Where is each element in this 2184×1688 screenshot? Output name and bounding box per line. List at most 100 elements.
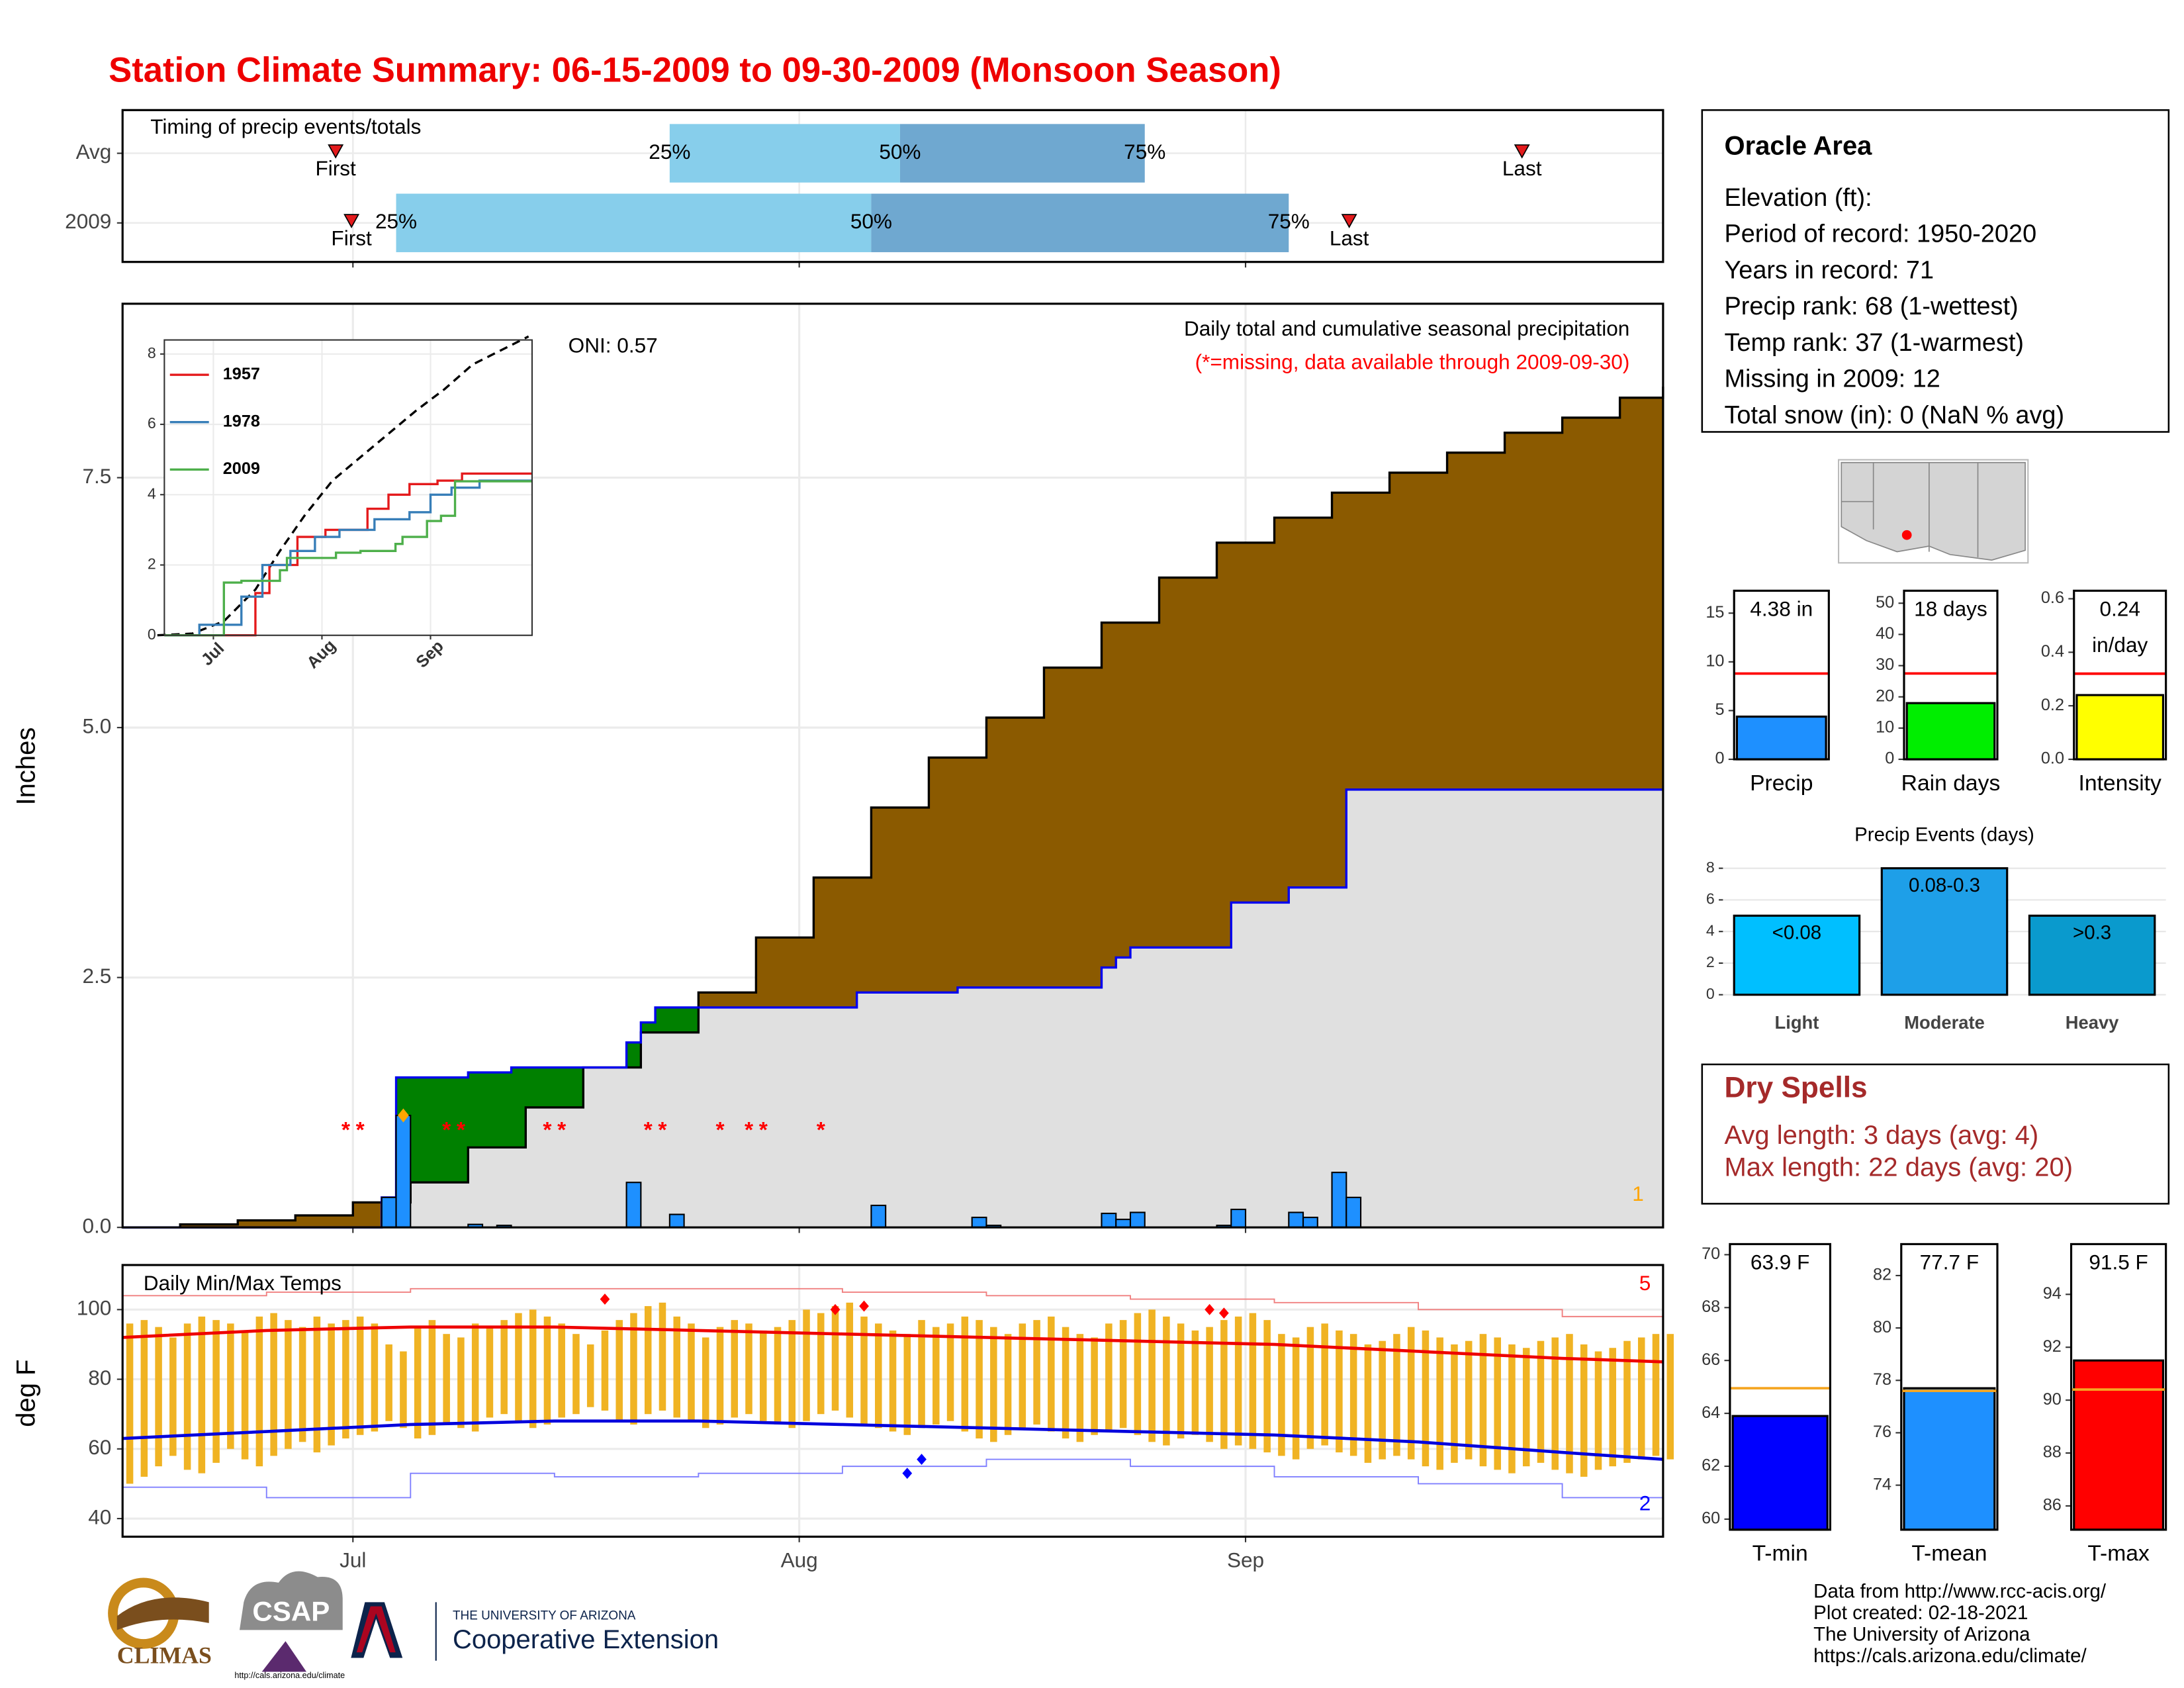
y-tick-label: 90 (2043, 1390, 2062, 1409)
temp-range-bar (1004, 1334, 1012, 1435)
info-line: Period of record: 1950-2020 (1724, 220, 2036, 248)
temp-range-bar (371, 1323, 379, 1432)
y-tick-label: 8 (1706, 859, 1715, 876)
y-tick-label: 88 (2043, 1443, 2062, 1462)
temp-range-bar (889, 1330, 897, 1432)
temp-range-bar (1191, 1330, 1199, 1435)
y-tick-label: 94 (2043, 1284, 2062, 1303)
temp-range-bar (328, 1323, 335, 1446)
row-label: Avg (76, 140, 112, 164)
temp-range-bar (140, 1320, 148, 1477)
footer-line: https://cals.arizona.edu/climate/ (1813, 1645, 2087, 1667)
y-tick-label: 62 (1702, 1456, 1720, 1475)
y-tick-label: 4 (1706, 921, 1715, 939)
temp-range-bar (1163, 1316, 1170, 1446)
x-label: T-mean (1911, 1542, 1987, 1566)
x-label: Intensity (2079, 771, 2162, 796)
temp-range-bar (586, 1344, 594, 1407)
temp-range-bar (529, 1309, 537, 1429)
panel-border (121, 303, 1664, 1229)
temp-range-bar (1537, 1340, 1545, 1463)
csap-url: http://cals.arizona.edu/climate (234, 1671, 345, 1680)
temp-range-bar (1379, 1340, 1386, 1460)
bar-label: >0.3 (2073, 921, 2111, 943)
dry-spells-line: Avg length: 3 days (avg: 4) (1724, 1121, 2038, 1150)
value-label: 91.5 F (2089, 1250, 2148, 1275)
mini-border (1729, 1243, 1832, 1531)
record-marker (600, 1293, 610, 1305)
temp-range-bar (774, 1327, 782, 1425)
event-label: First (331, 226, 372, 250)
x-tick-label: Sep (1227, 1548, 1264, 1572)
y-tick-label: 2 (148, 555, 156, 573)
temp-range-bar (817, 1313, 825, 1415)
daily-bar (1288, 1211, 1304, 1229)
record-low-line (122, 1458, 1664, 1505)
logos (108, 1571, 437, 1672)
temp-range-bar (428, 1320, 436, 1435)
temp-range-bar (414, 1327, 422, 1439)
value-label-box: 77.7 F (1919, 1250, 1979, 1275)
bar-label: <0.08 (1772, 921, 1822, 943)
info-line: Elevation (ft): (1724, 184, 1872, 212)
missing-marker: * (442, 1118, 451, 1143)
quantile-label: 75% (1268, 209, 1310, 233)
y-tick-label: 0 (1706, 985, 1715, 1002)
temp-range-bar (255, 1316, 263, 1467)
missing-marker: * (356, 1118, 365, 1143)
inset (160, 340, 532, 640)
y-tick-label: 60 (88, 1435, 111, 1459)
temp-range-bar (1119, 1320, 1127, 1429)
climas-logo-text: CLIMAS (117, 1642, 212, 1669)
missing-marker: * (817, 1118, 826, 1143)
x-label: T-max (2087, 1542, 2150, 1566)
value-label: 63.9 F (1750, 1250, 1810, 1275)
temp-range-bar (990, 1327, 997, 1442)
inset-line (164, 480, 532, 637)
y-tick-label: 80 (88, 1366, 111, 1389)
temp-range-bar (212, 1320, 220, 1463)
climas-swoosh (116, 1597, 209, 1630)
mini-border (2070, 1243, 2167, 1531)
y-tick-label: 0.0 (2041, 749, 2064, 768)
record-marker (830, 1303, 841, 1315)
temp-range-bar (1479, 1334, 1487, 1467)
map-region (1841, 461, 2026, 561)
inset-line (164, 479, 532, 637)
y-tick-label: 6 (1706, 890, 1715, 908)
temp-range-bar (1148, 1309, 1156, 1442)
value-label: 4.38 in (1750, 597, 1813, 622)
temp-range-bar (731, 1320, 739, 1418)
highlight-marker (397, 1108, 409, 1123)
footer-line: The University of Arizona (1813, 1624, 2030, 1646)
temp-range-bar (155, 1327, 162, 1467)
y-tick-label: 68 (1702, 1297, 1720, 1316)
panel-subtitle: (*=missing, data available through 2009-… (1195, 350, 1630, 374)
bar (1731, 1415, 1829, 1531)
temp-range-bar (1580, 1344, 1588, 1477)
temp-range-bar (745, 1323, 752, 1415)
highlight-count: 1 (1632, 1182, 1644, 1205)
temp-range-bar (1321, 1323, 1328, 1446)
y-tick-label: 66 (1702, 1350, 1720, 1369)
temp-range-bar (788, 1320, 796, 1429)
y-tick-label: 86 (2043, 1496, 2062, 1515)
missing-marker: * (543, 1118, 552, 1143)
csap-cloud (239, 1571, 343, 1630)
y-tick-label: 64 (1702, 1403, 1720, 1422)
temp-range-bar (803, 1309, 810, 1421)
temp-range-bar (1336, 1330, 1343, 1453)
temp-range-bar (1278, 1334, 1285, 1456)
value-label: 77.7 F (1919, 1250, 1979, 1275)
university-name: THE UNIVERSITY OF ARIZONA (453, 1609, 636, 1622)
event-label: First (315, 156, 356, 180)
y-tick-label: 70 (1702, 1244, 1720, 1263)
temp-range-bar (543, 1316, 551, 1425)
temp-range-bar (1508, 1344, 1516, 1474)
temp-range-bar (1566, 1334, 1573, 1474)
daily-bar (1331, 1172, 1347, 1229)
temp-range-bar (1048, 1316, 1055, 1432)
temp-range-bar (1494, 1337, 1501, 1470)
panel-title: Daily Min/Max Temps (144, 1271, 341, 1295)
temp-range-bar (500, 1320, 508, 1415)
